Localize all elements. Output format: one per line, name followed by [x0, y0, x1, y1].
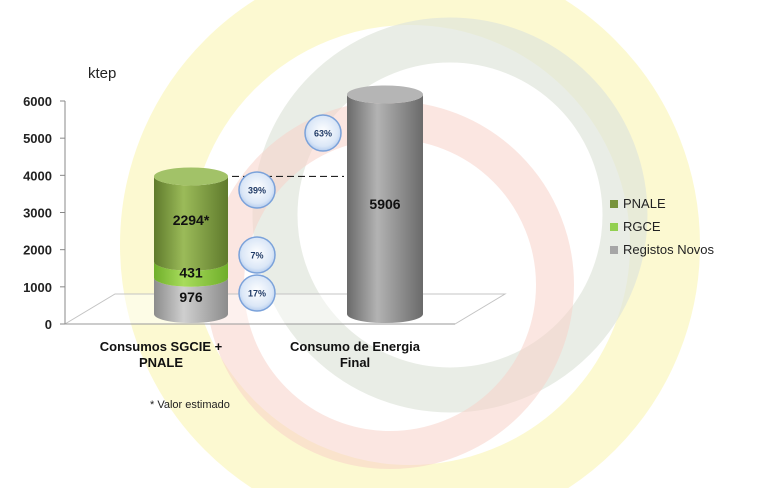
percentage-label: 7%	[250, 251, 263, 261]
bar-value-label: 976	[179, 289, 203, 305]
legend-swatch	[610, 199, 618, 208]
percentage-bubble	[304, 114, 342, 152]
x-tick-label: PNALE	[139, 355, 183, 370]
y-tick-label: 4000	[23, 168, 52, 183]
legend-label: PNALE	[623, 196, 666, 211]
percentage-bubble	[238, 274, 276, 312]
unit-label: ktep	[88, 65, 116, 82]
y-tick-label: 6000	[23, 94, 52, 109]
bars: 976 431 2294* 5906	[154, 85, 423, 323]
legend-label: RGCE	[623, 219, 661, 234]
y-tick-label: 5000	[23, 131, 52, 146]
legend: PNALE RGCE Registos Novos	[610, 192, 714, 261]
percentage-bubble	[238, 171, 276, 209]
x-axis-labels: Consumos SGCIE +PNALE Consumo de EnergiaF…	[100, 339, 421, 370]
y-tick-label: 2000	[23, 243, 52, 258]
percentage-label: 39%	[248, 186, 266, 196]
legend-item: RGCE	[610, 215, 714, 238]
percentage-label: 17%	[248, 289, 266, 299]
bar-value-label: 5906	[369, 196, 400, 212]
y-tick-label: 1000	[23, 280, 52, 295]
x-tick-label: Final	[340, 355, 370, 370]
bar-value-label: 431	[179, 265, 203, 281]
legend-item: PNALE	[610, 192, 714, 215]
bar-total	[347, 94, 423, 323]
legend-label: Registos Novos	[623, 242, 715, 257]
bar-value-label: 2294*	[173, 212, 210, 228]
percentage-label: 63%	[314, 129, 332, 139]
legend-item: Registos Novos	[610, 238, 714, 261]
bar-segment	[154, 176, 228, 271]
bar-segment	[154, 277, 228, 323]
x-tick-label: Consumos SGCIE +	[100, 339, 223, 354]
bar-top	[347, 85, 423, 104]
percentage-bubble	[238, 236, 276, 274]
y-axis: 0 1000 2000 3000 4000 5000 6000	[23, 94, 455, 332]
y-tick-label: 0	[45, 317, 52, 332]
x-tick-label: Consumo de Energia	[290, 339, 421, 354]
bar-top	[154, 167, 228, 186]
bar-segment	[154, 261, 228, 287]
legend-swatch	[610, 245, 618, 254]
footnote: * Valor estimado	[150, 399, 230, 411]
chart-floor	[63, 293, 507, 325]
legend-swatch	[610, 222, 618, 231]
percentage-bubbles: 17% 7% 39% 63%	[238, 114, 342, 312]
y-tick-label: 3000	[23, 206, 52, 221]
